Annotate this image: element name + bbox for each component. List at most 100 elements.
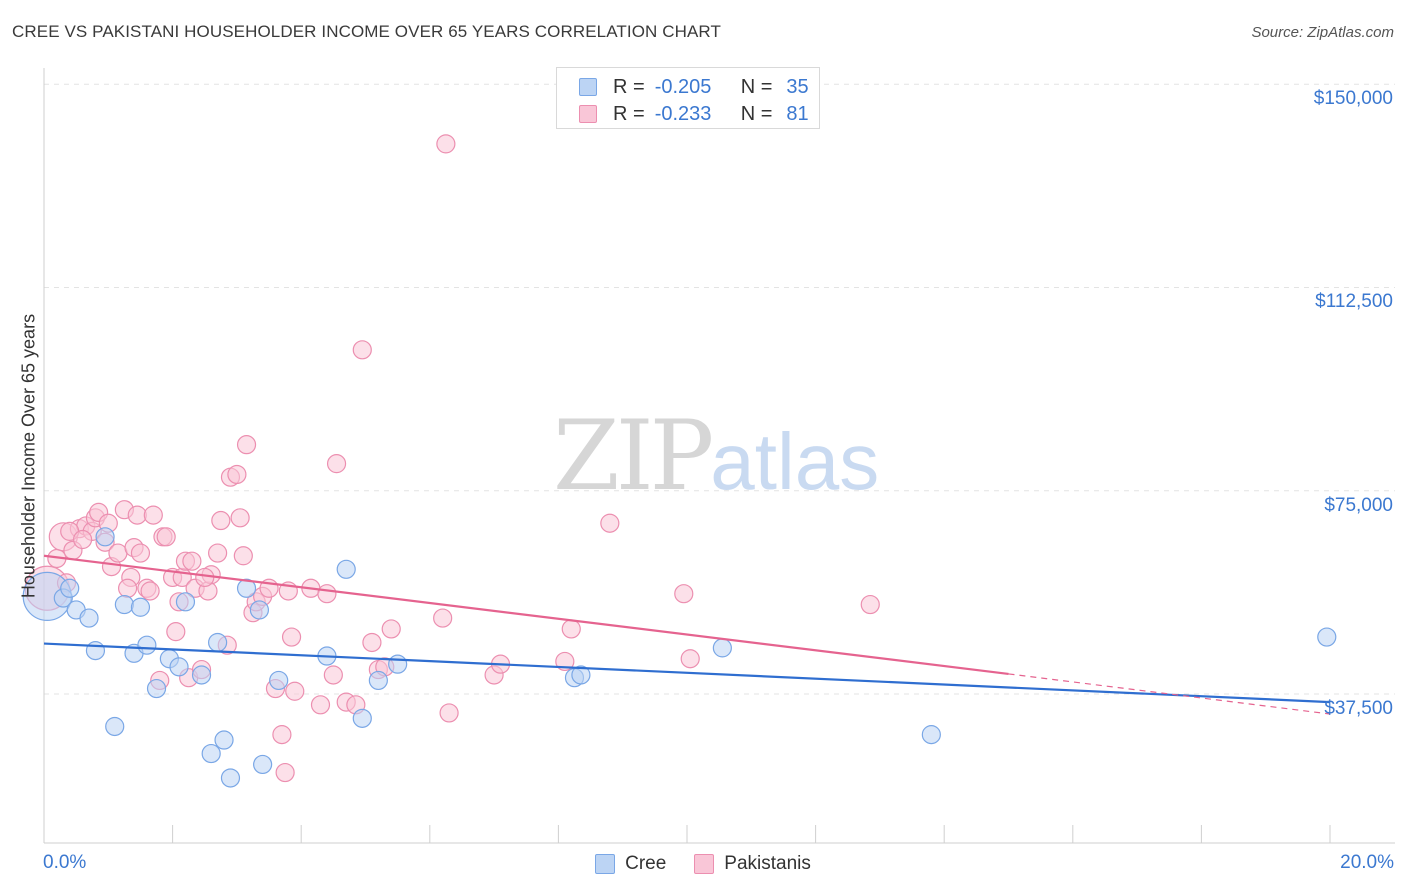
cree-point bbox=[368, 670, 388, 691]
legend-row-pakistanis: R = -0.233 N = 81 bbox=[579, 101, 809, 127]
pakistanis-swatch bbox=[579, 105, 597, 123]
cree-point bbox=[60, 578, 80, 598]
pakistanis-point bbox=[72, 529, 93, 550]
pakistanis-point bbox=[310, 695, 331, 715]
legend-r-label: R = bbox=[613, 102, 645, 125]
cree-point bbox=[921, 725, 941, 745]
y-tick-label: $75,000 bbox=[1324, 494, 1393, 516]
pakistanis-point bbox=[156, 527, 176, 547]
cree-point bbox=[146, 678, 167, 699]
pakistanis-point bbox=[600, 513, 620, 533]
axes bbox=[43, 68, 1395, 844]
cree-point bbox=[220, 768, 241, 788]
pakistanis-point bbox=[233, 546, 253, 566]
legend-pakistanis-n: 81 bbox=[786, 102, 809, 125]
pakistanis-point bbox=[381, 619, 401, 639]
y-axis-label: Householder Income Over 65 years bbox=[18, 313, 39, 599]
cree-point bbox=[352, 708, 372, 728]
pakistanis-point bbox=[674, 584, 694, 604]
pakistanis-point bbox=[236, 435, 257, 455]
cree-point bbox=[253, 754, 273, 775]
cree-point bbox=[191, 665, 212, 685]
cree-point bbox=[130, 597, 151, 617]
cree-point bbox=[175, 592, 196, 612]
pakistanis-point bbox=[227, 464, 247, 485]
cree-point bbox=[336, 559, 356, 579]
pakistanis-point bbox=[555, 651, 575, 672]
pakistanis-point bbox=[272, 725, 292, 745]
series-legend-cree: Cree bbox=[595, 853, 666, 875]
legend-cree-r: -0.205 bbox=[654, 75, 712, 98]
pakistanis-point bbox=[352, 340, 372, 360]
trend-lines bbox=[43, 554, 1331, 715]
cree-point bbox=[169, 657, 189, 677]
series-legend-cree-label: Cree bbox=[625, 853, 667, 874]
legend-n-label: N = bbox=[740, 102, 773, 125]
pakistanis-point bbox=[326, 454, 347, 474]
pakistanis-point bbox=[130, 543, 151, 563]
pakistanis-trend-line bbox=[43, 554, 1009, 676]
cree-point bbox=[95, 527, 115, 547]
pakistanis-point bbox=[323, 665, 343, 685]
cree-point bbox=[249, 600, 270, 620]
cree-point bbox=[201, 743, 221, 764]
cree-point bbox=[114, 594, 134, 615]
legend-row-cree: R = -0.205 N = 35 bbox=[579, 74, 809, 100]
legend-cree-n: 35 bbox=[786, 75, 809, 98]
pakistanis-point bbox=[433, 608, 453, 628]
source-label: Source: ZipAtlas.com bbox=[1251, 24, 1394, 41]
x-tick-label-min: 0.0% bbox=[43, 852, 87, 873]
legend-pakistanis-r: -0.233 bbox=[654, 102, 712, 125]
watermark: ZIPatlas bbox=[553, 400, 879, 512]
pakistanis-point bbox=[230, 508, 250, 528]
cree-point bbox=[85, 641, 106, 661]
pakistanis-trend-extension bbox=[1008, 673, 1331, 715]
series-legend-pakistanis: Pakistanis bbox=[694, 853, 811, 875]
y-tick-label: $150,000 bbox=[1313, 88, 1393, 110]
cree-point bbox=[269, 670, 289, 691]
pakistanis-point bbox=[317, 584, 337, 604]
cree-point bbox=[208, 632, 228, 653]
pakistanis-point bbox=[143, 505, 163, 525]
pakistanis-point bbox=[108, 543, 128, 563]
cree-points bbox=[22, 527, 1337, 788]
legend-r-label: R = bbox=[613, 75, 645, 98]
pakistanis-point bbox=[436, 134, 456, 154]
pakistanis-point bbox=[362, 632, 382, 653]
pakistanis-point bbox=[860, 594, 880, 615]
legend-n-label: N = bbox=[740, 75, 773, 98]
pakistanis-point bbox=[195, 567, 215, 588]
series-legend: Cree Pakistanis bbox=[0, 853, 1406, 875]
y-tick-label: $37,500 bbox=[1324, 697, 1393, 719]
x-tick-label-max: 20.0% bbox=[1340, 852, 1394, 873]
watermark-zip: ZIP bbox=[553, 400, 714, 512]
pakistanis-point bbox=[680, 649, 700, 669]
pakistanis-point bbox=[281, 627, 302, 647]
cree-point bbox=[79, 608, 99, 628]
pakistanis-point bbox=[439, 703, 459, 723]
cree-point bbox=[214, 730, 234, 750]
pakistanis-point bbox=[275, 762, 295, 783]
pakistanis-swatch bbox=[694, 854, 715, 874]
pakistanis-point bbox=[140, 581, 160, 601]
chart-title: CREE VS PAKISTANI HOUSEHOLDER INCOME OVE… bbox=[12, 22, 721, 41]
pakistanis-point bbox=[561, 619, 581, 639]
cree-point bbox=[571, 665, 591, 685]
cree-point bbox=[137, 635, 157, 655]
pakistanis-point bbox=[285, 681, 305, 701]
series-legend-pakistanis-label: Pakistanis bbox=[724, 853, 811, 874]
cree-swatch bbox=[595, 854, 616, 874]
pakistanis-point bbox=[208, 543, 228, 563]
cree-point bbox=[712, 638, 732, 658]
cree-trend-line bbox=[43, 642, 1331, 704]
pakistanis-point bbox=[166, 622, 186, 642]
correlation-legend: R = -0.205 N = 35 R = -0.233 N = 81 bbox=[556, 67, 820, 129]
pakistanis-point bbox=[211, 510, 231, 531]
cree-point bbox=[388, 654, 408, 674]
cree-point bbox=[105, 716, 125, 737]
pakistanis-point bbox=[182, 551, 202, 571]
cree-point bbox=[1317, 627, 1337, 647]
y-tick-label: $112,500 bbox=[1315, 291, 1393, 313]
pakistanis-point bbox=[117, 578, 138, 598]
